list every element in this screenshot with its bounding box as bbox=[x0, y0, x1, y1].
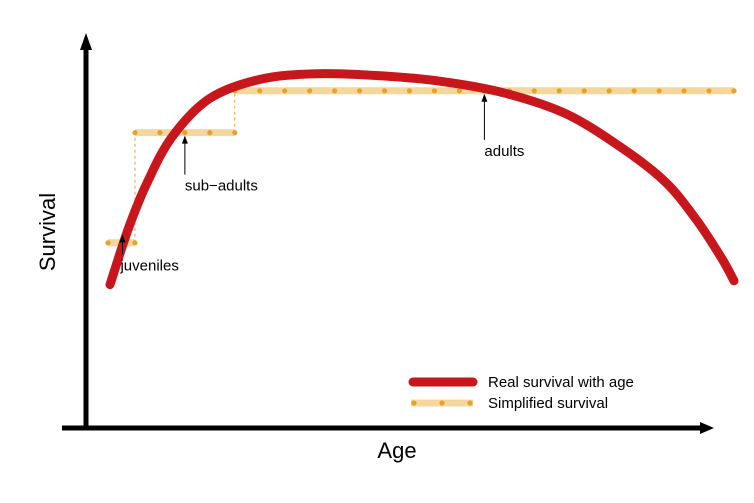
simplified-survival-point bbox=[406, 88, 413, 94]
plot-layer bbox=[105, 69, 739, 290]
x-axis-label: Age bbox=[377, 438, 416, 463]
simplified-survival-point bbox=[257, 88, 263, 94]
simplified-survival-point bbox=[631, 88, 637, 94]
simplified-survival-point bbox=[307, 88, 313, 94]
x-axis-arrowhead bbox=[700, 422, 714, 434]
simplified-survival-point bbox=[731, 88, 737, 94]
simplified-survival-point bbox=[556, 88, 562, 94]
axes-layer: Age Survival bbox=[35, 33, 714, 463]
simplified-survival-point bbox=[332, 88, 338, 94]
annotation-label: juveniles bbox=[119, 257, 178, 274]
legend-swatch-dot bbox=[439, 400, 445, 406]
simplified-survival-point bbox=[132, 240, 138, 246]
simplified-survival-point bbox=[656, 88, 662, 94]
simplified-survival-point bbox=[706, 88, 712, 94]
annotation-arrowhead bbox=[119, 234, 126, 243]
simplified-survival-point bbox=[381, 88, 388, 94]
simplified-survival-point bbox=[132, 130, 138, 136]
simplified-survival-point bbox=[232, 130, 238, 136]
simplified-survival-point bbox=[581, 88, 587, 94]
annotation-arrowhead bbox=[481, 93, 488, 102]
simplified-survival-point bbox=[105, 240, 111, 246]
annotation-arrowhead bbox=[181, 135, 188, 144]
legend-swatch-dot bbox=[467, 400, 473, 406]
simplified-survival-point bbox=[606, 88, 612, 94]
simplified-survival-point bbox=[431, 88, 438, 94]
simplified-survival-point bbox=[282, 88, 288, 94]
annotation-layer: juveniles sub−adults adults bbox=[119, 93, 524, 274]
simplified-survival-point bbox=[157, 130, 163, 136]
legend: Real survival with age Simplified surviv… bbox=[408, 374, 634, 412]
legend-swatch-dot bbox=[411, 400, 417, 406]
simplified-survival-point bbox=[531, 88, 537, 94]
annotation-label: sub−adults bbox=[185, 178, 258, 195]
simplified-survival-point bbox=[182, 130, 188, 136]
y-axis-label: Survival bbox=[35, 193, 60, 271]
simplified-survival-point bbox=[456, 88, 463, 94]
annotation-label: adults bbox=[484, 143, 524, 160]
y-axis-arrowhead bbox=[80, 33, 92, 50]
simplified-survival-point bbox=[357, 88, 363, 94]
simplified-survival-point bbox=[207, 130, 213, 136]
legend-label-simplified: Simplified survival bbox=[488, 395, 608, 412]
simplified-survival-point bbox=[681, 88, 687, 94]
legend-label-real: Real survival with age bbox=[488, 374, 634, 391]
real-survival-curve bbox=[105, 69, 739, 290]
